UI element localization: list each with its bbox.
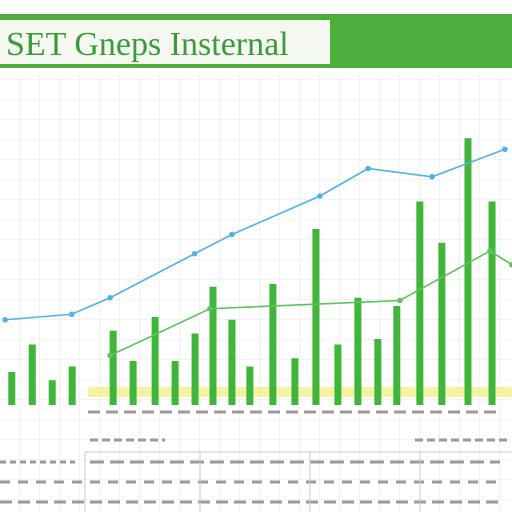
line-point xyxy=(365,165,371,172)
bar xyxy=(246,366,254,405)
bar xyxy=(48,380,56,405)
bar xyxy=(464,138,472,405)
bar xyxy=(68,366,76,405)
bar xyxy=(151,317,159,405)
bar xyxy=(416,201,424,405)
line-point xyxy=(68,311,75,318)
line-point xyxy=(2,316,8,323)
bar xyxy=(209,286,217,405)
line-point xyxy=(487,248,493,254)
bar xyxy=(393,306,401,405)
line-point xyxy=(191,250,198,257)
line-point xyxy=(429,173,435,180)
bar xyxy=(312,229,320,405)
line-point xyxy=(509,261,512,268)
table-lines xyxy=(84,451,512,512)
line-point xyxy=(502,146,508,153)
title-box xyxy=(0,20,330,64)
bar xyxy=(28,344,36,405)
bar xyxy=(334,344,342,405)
bar xyxy=(8,372,16,405)
bar xyxy=(354,297,362,405)
bar xyxy=(374,339,382,405)
bar xyxy=(291,358,299,405)
line-point xyxy=(229,231,235,238)
bar xyxy=(488,201,496,405)
grid-background xyxy=(0,75,512,512)
highlight-band xyxy=(88,387,512,397)
line-point xyxy=(397,297,403,304)
table-rows xyxy=(0,410,510,504)
bar xyxy=(109,330,117,405)
line-point xyxy=(107,352,113,359)
bar xyxy=(191,333,199,405)
bar xyxy=(129,361,137,405)
line-point xyxy=(107,294,113,301)
title: SET Gneps Insternal xyxy=(6,26,289,63)
bar xyxy=(438,242,446,405)
line-point xyxy=(317,193,323,199)
bar xyxy=(269,284,277,405)
bar xyxy=(228,319,236,405)
line-point xyxy=(207,305,213,312)
bar xyxy=(171,361,179,405)
